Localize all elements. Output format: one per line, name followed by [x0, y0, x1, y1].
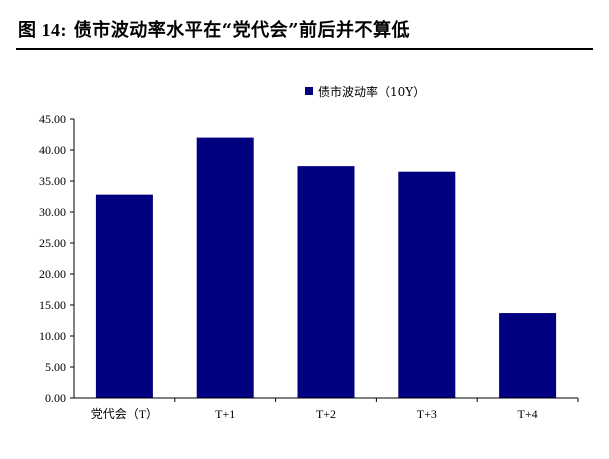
bar [297, 166, 355, 398]
y-tick-label: 25.00 [39, 236, 66, 250]
bar [95, 194, 153, 398]
y-tick-label: 5.00 [45, 360, 66, 374]
x-tick-label: 党代会（T） [91, 406, 158, 421]
y-tick-label: 0.00 [45, 391, 66, 405]
figure-label: 图 14: [18, 20, 67, 40]
y-tick-label: 40.00 [39, 143, 66, 157]
chart-legend: 债市波动率（10Y） [305, 84, 425, 99]
bar [499, 313, 557, 398]
y-tick-label: 20.00 [39, 267, 66, 281]
y-axis: 0.00 5.00 10.00 15.00 20.00 25.00 30.00 35.00 40… [39, 112, 74, 405]
figure-title-text: 债市波动率水平在“党代会”前后并不算低 [73, 20, 410, 41]
x-tick-label: T+4 [518, 407, 538, 421]
y-tick-label: 15.00 [39, 298, 66, 312]
y-tick-label: 45.00 [39, 112, 66, 126]
y-tick-label: 10.00 [39, 329, 66, 343]
y-tick-label: 30.00 [39, 205, 66, 219]
figure-header: 图 14: 债市波动率水平在“党代会”前后并不算低 [16, 14, 593, 50]
legend-label: 债市波动率（10Y） [318, 84, 425, 99]
x-axis: 党代会（T） T+1 T+2 T+3 T+4 [91, 398, 579, 421]
bar [398, 171, 456, 398]
bar [196, 137, 254, 398]
y-tick-label: 35.00 [39, 174, 66, 188]
x-tick-label: T+3 [417, 407, 437, 421]
bars [95, 137, 557, 398]
x-tick-label: T+1 [215, 407, 235, 421]
figure-title: 图 14: 债市波动率水平在“党代会”前后并不算低 [18, 16, 410, 42]
legend-swatch [305, 87, 313, 95]
x-tick-label: T+2 [316, 407, 336, 421]
